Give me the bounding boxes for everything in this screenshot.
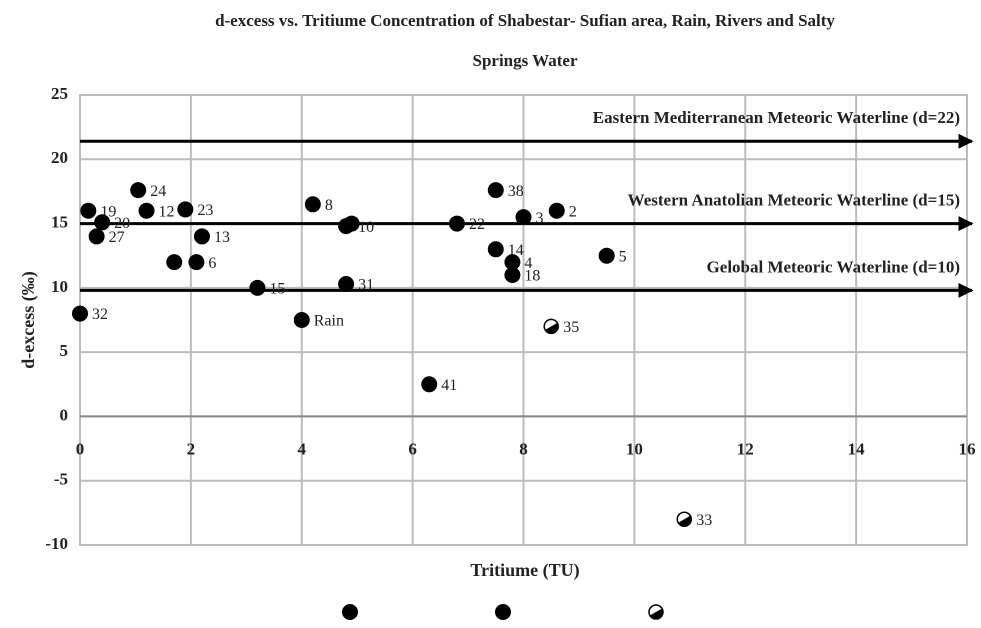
point-half [545,322,559,334]
point-label: 27 [109,229,125,246]
point [80,202,97,219]
point-half [678,515,692,527]
y-tick-label: 25 [51,84,68,103]
y-tick-label: 10 [51,277,68,296]
point-label: 20 [114,215,130,232]
y-tick-label: -10 [45,534,68,553]
x-tick-label: 16 [959,439,976,458]
x-tick-label: 14 [848,439,866,458]
point-label: 8 [325,197,333,214]
point [548,202,565,219]
point [504,267,521,283]
point [338,276,355,292]
point [504,254,521,271]
point-label: 23 [197,202,213,219]
point-label: 22 [469,216,485,233]
x-tick-label: 12 [737,439,754,458]
point-label: 4 [524,255,532,272]
point-label: 6 [208,255,216,272]
x-tick-label: 0 [76,439,85,458]
waterline-label: Eastern Mediterranean Meteoric Waterline… [593,108,960,127]
y-tick-label: 5 [60,341,69,360]
point [138,202,155,219]
waterline-label: Western Anatolian Meteoric Waterline (d=… [628,190,960,209]
y-tick-label: 15 [51,212,68,231]
x-tick-label: 2 [187,439,196,458]
point [94,214,111,231]
point-label: 15 [269,281,285,298]
y-tick-label: 20 [51,148,68,167]
point-label: 38 [508,183,524,200]
point-label: 18 [524,268,540,285]
point-label: 2 [569,203,577,220]
point [193,228,210,245]
point-label: 13 [214,229,230,246]
y-tick-label: -5 [54,470,68,489]
chart-title: d-excess vs. Tritiume Concentration of S… [215,11,835,30]
point [72,305,88,322]
point-label: 35 [563,319,579,336]
point-label: 24 [150,183,166,200]
x-tick-label: 4 [298,439,307,458]
point [515,209,532,226]
point [166,254,183,271]
waterline-label: Gelobal Meteoric Waterline (d=10) [707,257,960,276]
point [343,215,360,232]
y-axis-label: d-excess (‰) [18,271,39,368]
point [487,241,504,258]
point [487,182,504,199]
x-tick-label: 6 [408,439,417,458]
point [293,312,310,328]
point-label: 33 [696,512,712,529]
point-label: 12 [159,203,175,220]
point [130,182,147,199]
x-tick-label: 10 [626,439,643,458]
y-tick-label: 0 [60,405,69,424]
point-label: Rain [314,313,344,330]
point-label: 41 [441,377,457,394]
point [304,196,321,213]
legend-marker [495,604,511,620]
point [188,254,205,271]
chart-title: Springs Water [472,51,577,70]
point-label: 5 [619,248,627,265]
point [249,279,266,296]
legend-marker [342,604,358,620]
x-axis-label: Tritiume (TU) [470,560,579,581]
point [598,247,615,264]
point-label: 3 [536,210,544,227]
point [448,215,465,232]
legend-marker-half [649,608,663,619]
point [421,376,438,393]
point [177,201,194,218]
point-label: 31 [358,277,374,294]
point-label: 10 [358,219,374,236]
point [88,228,105,245]
x-tick-label: 8 [519,439,528,458]
point-label: 32 [92,306,108,323]
